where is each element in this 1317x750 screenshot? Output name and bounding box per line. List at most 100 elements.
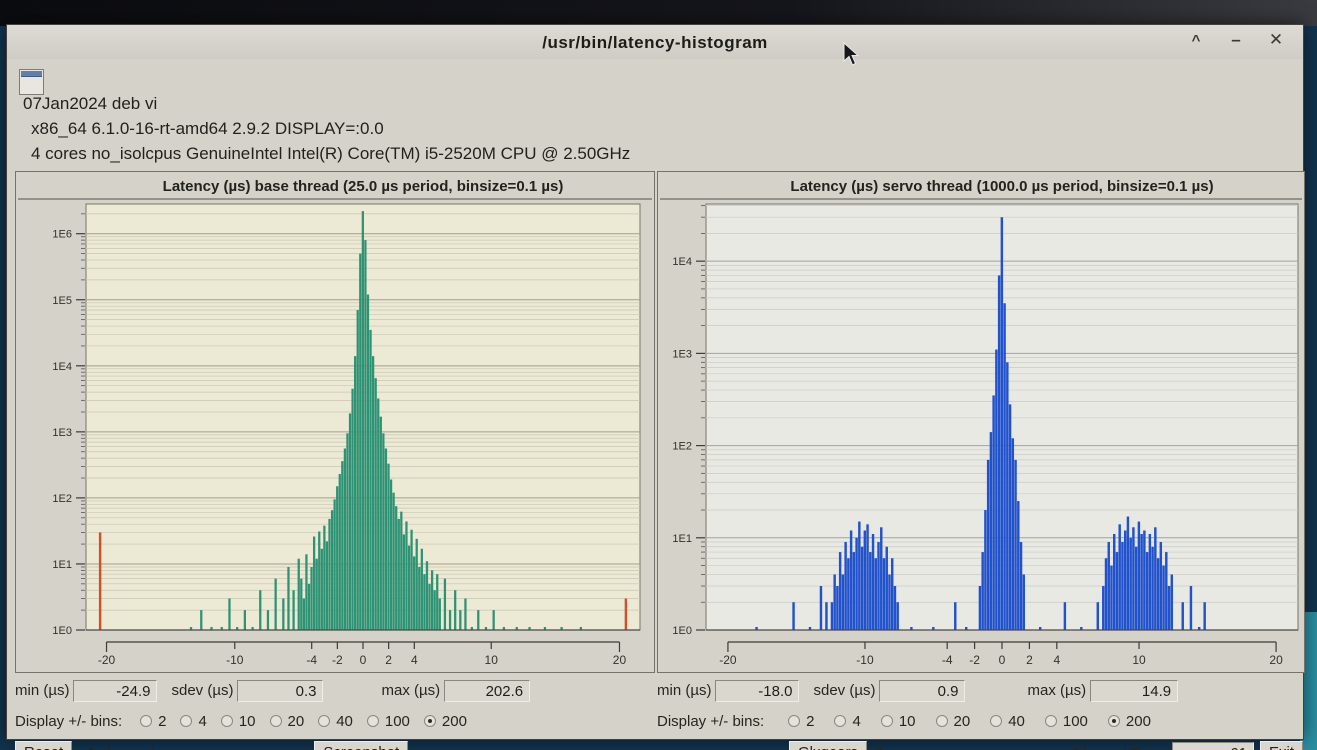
radio-label: 200	[1125, 712, 1151, 730]
radio-label: 40	[336, 712, 353, 730]
reset-button[interactable]: Reset	[15, 741, 73, 750]
svg-text:0: 0	[360, 653, 367, 667]
servo-sdev-field[interactable]: 0.9	[879, 679, 966, 702]
svg-text:1E3: 1E3	[52, 427, 72, 439]
bins-radio-40[interactable]: 40	[318, 713, 353, 730]
svg-text:-2: -2	[332, 653, 343, 667]
radio-label: 40	[1008, 712, 1025, 730]
svg-text:1E1: 1E1	[672, 533, 692, 545]
svg-text:1E1: 1E1	[52, 559, 72, 571]
svg-text:0: 0	[999, 653, 1006, 667]
window-titlebar[interactable]: /usr/bin/latency-histogram ^ – ✕	[7, 25, 1303, 59]
radio-label: 20	[287, 712, 305, 730]
base-buttons-row: Reset ✔ ylogscale Screenshot	[15, 740, 655, 750]
svg-text:10: 10	[1132, 653, 1146, 667]
svg-text:-4: -4	[306, 653, 317, 667]
elapsed-time-field[interactable]: 61	[1171, 742, 1254, 750]
window-close-button[interactable]: ✕	[1268, 30, 1284, 49]
bins-radio-20[interactable]: 20	[935, 713, 970, 730]
svg-text:1E4: 1E4	[672, 256, 692, 268]
bins-radio-10[interactable]: 10	[220, 712, 256, 730]
bins-radio-40[interactable]: 40	[990, 713, 1025, 730]
svg-text:2: 2	[1026, 653, 1033, 667]
exit-button[interactable]: Exit	[1259, 741, 1303, 750]
radio-icon	[834, 715, 847, 727]
base-thread-panel: Latency (µs) base thread (25.0 µs period…	[15, 171, 655, 750]
app-window-icon	[19, 69, 44, 95]
servo-thread-bars	[755, 217, 1206, 630]
radio-icon	[423, 715, 436, 727]
ylogscale-label[interactable]: ylogscale	[100, 745, 163, 750]
svg-text:4: 4	[1053, 653, 1060, 667]
servo-thread-panel: Latency (µs) servo thread (1000.0 µs per…	[657, 171, 1305, 750]
glxgears-button[interactable]: Glxgears	[789, 741, 868, 750]
servo-min-field[interactable]: -18.0	[715, 679, 800, 702]
svg-text:-10: -10	[226, 653, 244, 667]
base-thread-bars	[98, 211, 628, 630]
servo-stats-row: min (µs) -18.0 sdev (µs) 0.9 max (µs) 14…	[657, 678, 1305, 703]
radio-icon	[220, 715, 233, 727]
sysinfo-cpu-line: 4 cores no_isolcpus GenuineIntel Intel(R…	[31, 144, 631, 163]
base-thread-outlier-marker	[624, 598, 628, 630]
bins-radio-200[interactable]: 200	[423, 712, 467, 730]
svg-text:-10: -10	[856, 653, 874, 667]
window-title: /usr/bin/latency-histogram	[542, 33, 768, 52]
radio-label: 100	[1062, 712, 1088, 730]
radio-label: 2	[806, 712, 815, 730]
screen-top-bezel	[0, 0, 1317, 26]
radio-icon	[788, 715, 801, 727]
svg-text:2: 2	[385, 653, 392, 667]
radio-icon	[318, 715, 331, 727]
servo-bins-label: Display +/- bins:	[657, 712, 765, 730]
bins-radio-10[interactable]: 10	[880, 712, 916, 730]
screenshot-button[interactable]: Screenshot	[314, 741, 409, 750]
svg-text:1E2: 1E2	[672, 441, 692, 453]
radio-label: 10	[238, 712, 256, 730]
servo-thread-chart: Latency (µs) servo thread (1000.0 µs per…	[658, 172, 1304, 672]
base-max-field[interactable]: 202.6	[444, 679, 531, 702]
servo-max-label: max (µs)	[1027, 682, 1087, 699]
base-thread-svg: Latency (µs) base thread (25.0 µs period…	[18, 178, 652, 667]
svg-text:1E0: 1E0	[672, 625, 692, 637]
base-max-label: max (µs)	[381, 682, 441, 699]
ylogscale-checkbox[interactable]: ✔	[82, 744, 95, 750]
base-min-field[interactable]: -24.9	[73, 679, 158, 702]
radio-icon	[140, 715, 153, 727]
radio-icon	[935, 715, 948, 727]
bins-radio-2[interactable]: 2	[140, 713, 166, 730]
window-minimize-button[interactable]: –	[1231, 30, 1241, 49]
base-sdev-label: sdev (µs)	[171, 682, 234, 699]
radio-label: 10	[898, 712, 916, 730]
svg-text:1E6: 1E6	[52, 229, 72, 241]
radio-label: 4	[852, 712, 861, 730]
bins-radio-100[interactable]: 100	[366, 713, 410, 730]
bins-radio-2[interactable]: 2	[788, 713, 814, 730]
base-thread-chart: Latency (µs) base thread (25.0 µs period…	[16, 172, 654, 672]
svg-text:20: 20	[613, 653, 627, 667]
latency-histogram-window: /usr/bin/latency-histogram ^ – ✕ 07Jan20…	[6, 24, 1305, 750]
bins-radio-4[interactable]: 4	[180, 713, 207, 730]
radio-label: 200	[441, 712, 467, 730]
radio-icon	[269, 715, 282, 727]
bins-radio-200[interactable]: 200	[1107, 712, 1151, 730]
base-thread-chart-frame: Latency (µs) base thread (25.0 µs period…	[15, 171, 655, 673]
base-sdev-field[interactable]: 0.3	[237, 679, 324, 702]
servo-max-field[interactable]: 14.9	[1090, 679, 1179, 702]
servo-thread-x-axis: -20 -10 -4 -2 0 2 4 10 20	[719, 641, 1283, 667]
radio-icon	[880, 715, 893, 727]
svg-text:1E4: 1E4	[52, 361, 72, 373]
bins-radio-4[interactable]: 4	[834, 712, 861, 730]
bins-radio-20[interactable]: 20	[269, 712, 305, 730]
radio-icon	[1044, 715, 1057, 727]
glxgears-count: 0	[875, 745, 883, 750]
bins-radio-100[interactable]: 100	[1044, 712, 1088, 730]
elapsed-time-label: Elapsed Time:	[1073, 745, 1168, 750]
base-thread-y-axis: 1E0 1E1 1E2 1E3 1E4 1E5 1E6	[52, 213, 85, 637]
servo-buttons-row: Glxgears 0 Elapsed Time: 61 Exit	[657, 740, 1305, 750]
window-shade-button[interactable]: ^	[1191, 31, 1201, 49]
svg-text:-20: -20	[719, 653, 737, 667]
base-bins-row: Display +/- bins: 2 4 10 20 40 100 200	[15, 709, 655, 733]
svg-text:4: 4	[411, 653, 418, 667]
sysinfo-kernel-line: x86_64 6.1.0-16-rt-amd64 2.9.2 DISPLAY=:…	[31, 119, 384, 138]
base-thread-x-axis: -20 -10 -4 -2 0 2 4 10 20	[98, 641, 627, 667]
